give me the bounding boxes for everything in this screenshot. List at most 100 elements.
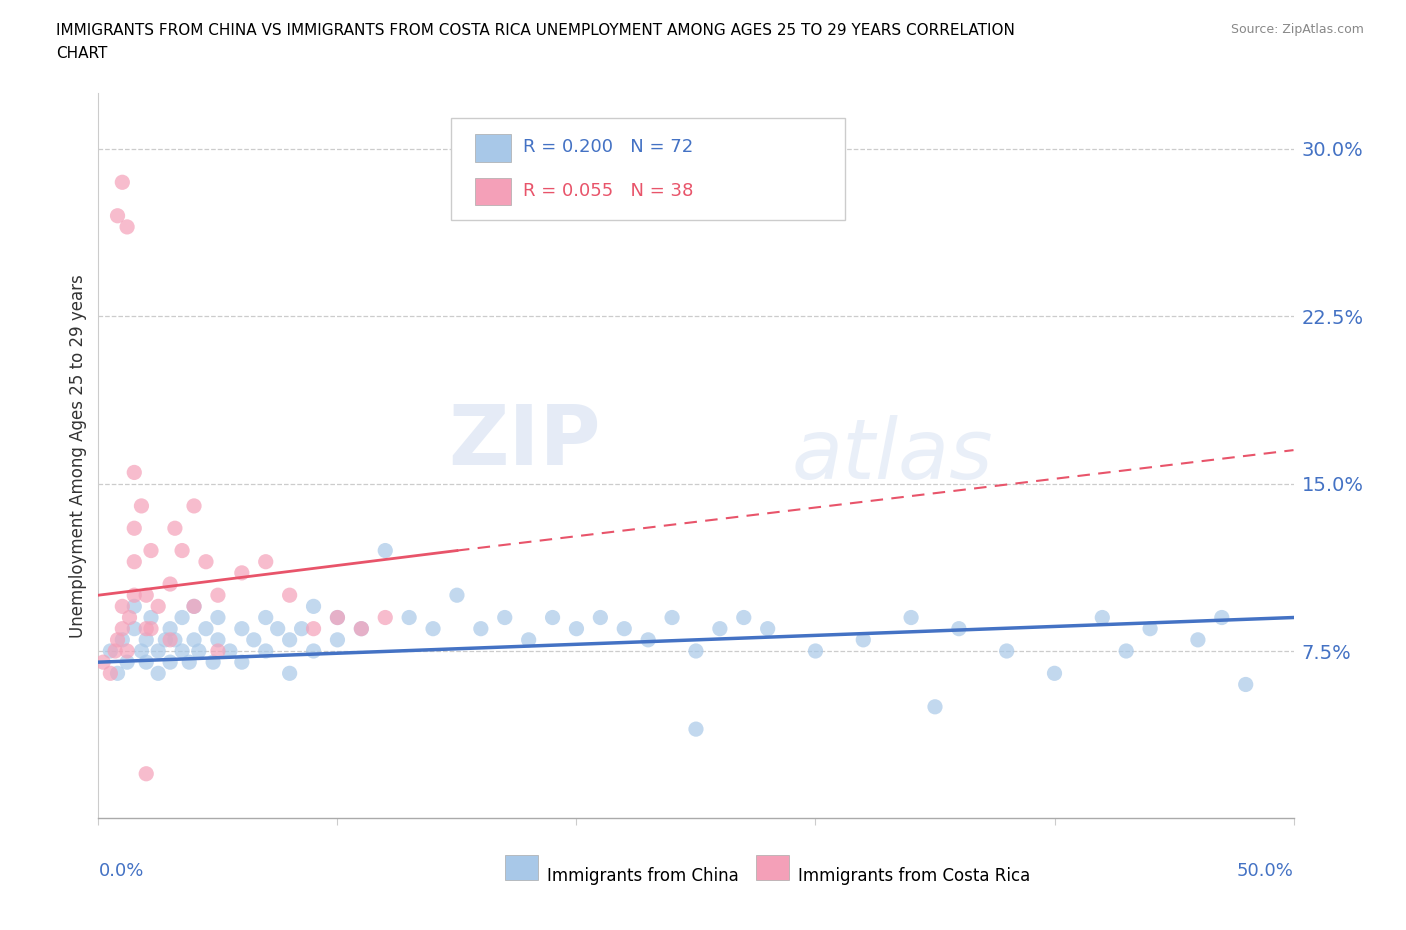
- Point: [1211, 610, 1233, 625]
- Point: [565, 621, 588, 636]
- Point: [924, 699, 946, 714]
- Point: [148, 599, 170, 614]
- Point: [195, 554, 218, 569]
- Point: [661, 610, 683, 625]
- Point: [135, 655, 157, 670]
- Point: [254, 610, 277, 625]
- Point: [1091, 610, 1114, 625]
- Point: [124, 588, 146, 603]
- Point: [183, 498, 205, 513]
- Point: [118, 610, 141, 625]
- Point: [1234, 677, 1257, 692]
- Point: [267, 621, 290, 636]
- Point: [115, 219, 138, 234]
- Point: [111, 632, 134, 647]
- Point: [685, 644, 707, 658]
- Point: [124, 554, 146, 569]
- Point: [187, 644, 209, 658]
- Text: R = 0.055   N = 38: R = 0.055 N = 38: [523, 182, 693, 200]
- Text: 50.0%: 50.0%: [1237, 862, 1294, 880]
- Point: [148, 644, 170, 658]
- Text: CHART: CHART: [56, 46, 108, 61]
- Point: [709, 621, 731, 636]
- Point: [517, 632, 540, 647]
- Point: [254, 554, 277, 569]
- Point: [541, 610, 564, 625]
- Point: [179, 655, 201, 670]
- Point: [278, 588, 301, 603]
- Point: [1043, 666, 1066, 681]
- Point: [159, 621, 181, 636]
- Point: [124, 521, 146, 536]
- Point: [733, 610, 755, 625]
- Text: atlas: atlas: [792, 415, 993, 497]
- Point: [207, 610, 229, 625]
- Point: [104, 644, 127, 658]
- Point: [470, 621, 492, 636]
- Text: ZIP: ZIP: [449, 401, 600, 482]
- Point: [159, 655, 181, 670]
- Point: [131, 644, 153, 658]
- Point: [172, 610, 194, 625]
- Point: [172, 543, 194, 558]
- Point: [326, 610, 349, 625]
- Point: [291, 621, 314, 636]
- Bar: [475, 134, 510, 162]
- Point: [91, 655, 114, 670]
- Point: [231, 655, 253, 670]
- Point: [135, 766, 157, 781]
- Point: [422, 621, 444, 636]
- Point: [155, 632, 177, 647]
- Point: [139, 610, 162, 625]
- Point: [374, 610, 396, 625]
- Point: [231, 565, 253, 580]
- Point: [135, 621, 157, 636]
- Point: [131, 498, 153, 513]
- Point: [159, 632, 181, 647]
- Bar: [505, 855, 538, 880]
- Point: [1115, 644, 1137, 658]
- Text: 0.0%: 0.0%: [98, 862, 143, 880]
- Point: [589, 610, 612, 625]
- Point: [107, 632, 129, 647]
- Point: [804, 644, 827, 658]
- Point: [231, 621, 253, 636]
- Text: R = 0.200   N = 72: R = 0.200 N = 72: [523, 139, 693, 156]
- Point: [1139, 621, 1161, 636]
- Point: [159, 577, 181, 591]
- Point: [852, 632, 875, 647]
- Point: [207, 632, 229, 647]
- Point: [613, 621, 636, 636]
- Point: [278, 632, 301, 647]
- Point: [98, 644, 122, 658]
- Y-axis label: Unemployment Among Ages 25 to 29 years: Unemployment Among Ages 25 to 29 years: [69, 273, 87, 638]
- Point: [637, 632, 659, 647]
- Point: [326, 610, 349, 625]
- Point: [135, 588, 157, 603]
- Point: [202, 655, 225, 670]
- Point: [98, 666, 122, 681]
- Bar: [756, 855, 789, 880]
- Point: [107, 208, 129, 223]
- Point: [148, 666, 170, 681]
- Point: [139, 621, 162, 636]
- Point: [948, 621, 970, 636]
- Point: [350, 621, 373, 636]
- Point: [302, 644, 325, 658]
- Point: [756, 621, 779, 636]
- Point: [302, 599, 325, 614]
- Point: [254, 644, 277, 658]
- Point: [107, 666, 129, 681]
- Text: Immigrants from Costa Rica: Immigrants from Costa Rica: [797, 867, 1029, 885]
- Point: [183, 599, 205, 614]
- Text: Source: ZipAtlas.com: Source: ZipAtlas.com: [1230, 23, 1364, 36]
- Point: [183, 632, 205, 647]
- Text: IMMIGRANTS FROM CHINA VS IMMIGRANTS FROM COSTA RICA UNEMPLOYMENT AMONG AGES 25 T: IMMIGRANTS FROM CHINA VS IMMIGRANTS FROM…: [56, 23, 1015, 38]
- Point: [900, 610, 922, 625]
- Point: [195, 621, 218, 636]
- Point: [124, 621, 146, 636]
- Point: [1187, 632, 1209, 647]
- Point: [183, 599, 205, 614]
- Point: [995, 644, 1018, 658]
- Point: [278, 666, 301, 681]
